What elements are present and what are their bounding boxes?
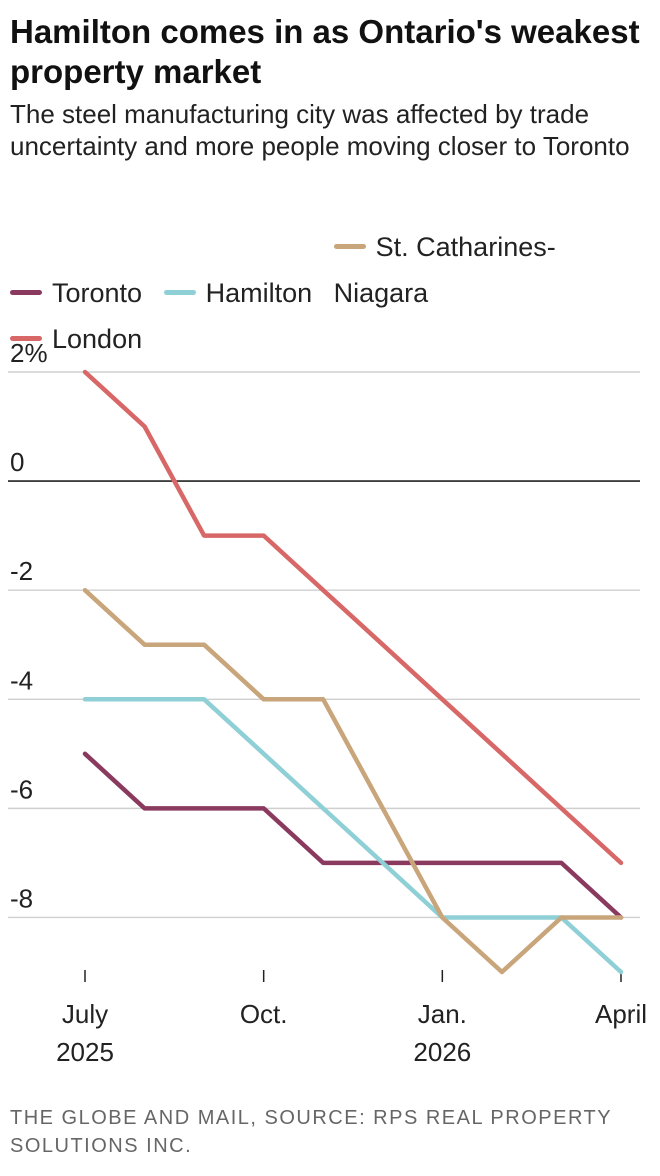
x-tick-label-2025: 2025 [56, 1037, 114, 1067]
y-tick-label-0: 0 [10, 447, 24, 477]
series-line-hamilton [82, 697, 624, 975]
series-line-toronto [82, 751, 624, 920]
legend-label-toronto: Toronto [52, 278, 143, 308]
legend-item-london: London [10, 316, 142, 362]
y-tick-label-4: -4 [10, 665, 33, 695]
legend-label-london: London [52, 324, 143, 354]
legend-swatch-hamilton [163, 290, 196, 296]
line-chart: 2% 0 -2 -4 -6 -8 July 2025 Oct. Jan. 2026 April [8, 338, 647, 1067]
x-tick-label-oct: Oct. [240, 999, 288, 1029]
x-tick-label-2026: 2026 [413, 1037, 471, 1067]
source-note: THE GLOBE AND MAIL, SOURCE: RPS REAL PRO… [10, 1107, 612, 1157]
chart-subtitle: The steel manufacturing city was affecte… [10, 99, 630, 161]
chart-title: Hamilton comes in as Ontario's weakest p… [10, 13, 640, 90]
legend-swatch-toronto [10, 290, 42, 296]
x-tick-label-july: July [62, 999, 108, 1029]
x-tick-label-jan: Jan. [418, 999, 467, 1029]
legend: Toronto Hamilton St. Catharines- Niagara… [10, 224, 650, 362]
y-tick-label-8: -8 [10, 883, 33, 913]
legend-label-hamilton: Hamilton [205, 278, 313, 308]
legend-swatch-st-catharines-niagara [333, 244, 366, 250]
legend-item-hamilton: Hamilton [163, 270, 313, 316]
y-tick-label-6: -6 [10, 774, 33, 804]
x-tick-label-april: April [595, 999, 647, 1029]
legend-swatch-london [10, 336, 42, 342]
legend-label-st-catharines-niagara: St. Catharines- Niagara [333, 232, 556, 308]
series-line-london [82, 369, 624, 866]
legend-item-toronto: Toronto [10, 270, 142, 316]
y-tick-label-2: 2% [10, 338, 48, 368]
legend-item-st-catharines-niagara: St. Catharines- Niagara [333, 224, 556, 316]
y-tick-label-2: -2 [10, 556, 33, 586]
series-line-st-catharines-niagara [82, 587, 624, 975]
